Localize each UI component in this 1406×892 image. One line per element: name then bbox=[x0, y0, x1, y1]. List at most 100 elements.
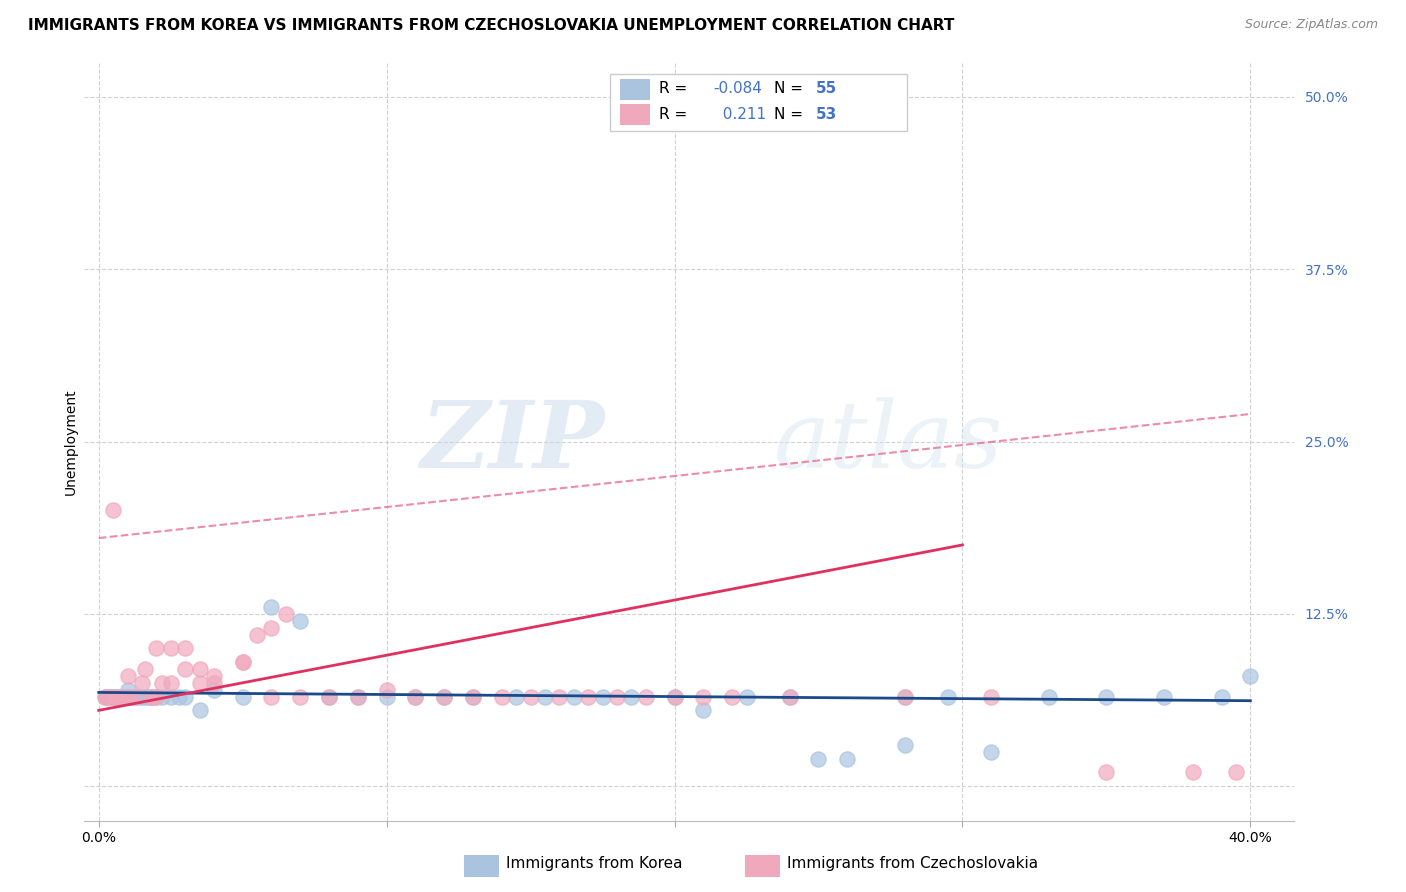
Point bbox=[1181, 765, 1204, 780]
Point bbox=[117, 682, 139, 697]
Point bbox=[93, 690, 115, 704]
Text: IMMIGRANTS FROM KOREA VS IMMIGRANTS FROM CZECHOSLOVAKIA UNEMPLOYMENT CORRELATION: IMMIGRANTS FROM KOREA VS IMMIGRANTS FROM… bbox=[28, 18, 955, 33]
Text: R =: R = bbox=[659, 107, 692, 122]
Point bbox=[125, 690, 148, 704]
Point bbox=[96, 690, 118, 704]
Text: N =: N = bbox=[773, 81, 807, 96]
Point bbox=[150, 675, 173, 690]
Point bbox=[232, 655, 254, 669]
Point bbox=[404, 690, 426, 704]
Point bbox=[139, 690, 162, 704]
Point bbox=[131, 690, 153, 704]
Point bbox=[188, 703, 211, 717]
Point bbox=[108, 690, 131, 704]
Point bbox=[111, 690, 134, 704]
Point bbox=[134, 662, 156, 676]
Point bbox=[620, 690, 643, 704]
Point bbox=[274, 607, 297, 621]
Point bbox=[260, 621, 283, 635]
FancyBboxPatch shape bbox=[620, 104, 650, 126]
Point bbox=[98, 690, 121, 704]
Point bbox=[692, 690, 714, 704]
Point bbox=[159, 690, 181, 704]
Point bbox=[114, 690, 136, 704]
Text: Source: ZipAtlas.com: Source: ZipAtlas.com bbox=[1244, 18, 1378, 31]
Point bbox=[592, 690, 614, 704]
FancyBboxPatch shape bbox=[610, 74, 907, 130]
FancyBboxPatch shape bbox=[745, 855, 780, 877]
Point bbox=[260, 599, 283, 614]
Point bbox=[246, 627, 269, 641]
Point bbox=[461, 690, 484, 704]
Point bbox=[202, 669, 225, 683]
Point bbox=[1095, 765, 1118, 780]
Text: Immigrants from Czechoslovakia: Immigrants from Czechoslovakia bbox=[787, 856, 1039, 871]
Point bbox=[101, 690, 124, 704]
Point bbox=[117, 690, 139, 704]
Point bbox=[664, 690, 686, 704]
Text: 0.211: 0.211 bbox=[713, 107, 766, 122]
Point bbox=[122, 690, 145, 704]
Point bbox=[1095, 690, 1118, 704]
Point bbox=[433, 690, 456, 704]
Point bbox=[1225, 765, 1247, 780]
Point bbox=[98, 690, 121, 704]
Point bbox=[375, 690, 398, 704]
FancyBboxPatch shape bbox=[464, 855, 499, 877]
Point bbox=[807, 751, 830, 765]
Point bbox=[519, 690, 541, 704]
Point bbox=[936, 690, 959, 704]
Point bbox=[122, 690, 145, 704]
Point bbox=[735, 690, 758, 704]
Point bbox=[664, 690, 686, 704]
Point bbox=[1211, 690, 1233, 704]
Point bbox=[505, 690, 527, 704]
Point bbox=[174, 662, 197, 676]
Text: 53: 53 bbox=[815, 107, 837, 122]
Point bbox=[202, 675, 225, 690]
Point bbox=[174, 641, 197, 656]
Point bbox=[111, 690, 134, 704]
Text: N =: N = bbox=[773, 107, 807, 122]
Y-axis label: Unemployment: Unemployment bbox=[63, 388, 77, 495]
Point bbox=[779, 690, 801, 704]
Text: 55: 55 bbox=[815, 81, 837, 96]
Point bbox=[128, 690, 150, 704]
Point bbox=[491, 690, 513, 704]
Point bbox=[318, 690, 340, 704]
Point bbox=[1239, 669, 1261, 683]
Point bbox=[290, 614, 312, 628]
Text: -0.084: -0.084 bbox=[713, 81, 762, 96]
Point bbox=[260, 690, 283, 704]
Point bbox=[980, 745, 1002, 759]
Point bbox=[779, 690, 801, 704]
Point bbox=[139, 690, 162, 704]
Point bbox=[461, 690, 484, 704]
Point bbox=[534, 690, 557, 704]
Point bbox=[145, 641, 167, 656]
Point bbox=[136, 690, 159, 704]
Point bbox=[375, 682, 398, 697]
Text: atlas: atlas bbox=[773, 397, 1002, 486]
Point bbox=[562, 690, 585, 704]
Point bbox=[202, 682, 225, 697]
Point bbox=[894, 738, 917, 752]
Text: ZIP: ZIP bbox=[420, 397, 605, 486]
Point bbox=[108, 690, 131, 704]
Point bbox=[548, 690, 571, 704]
Point bbox=[318, 690, 340, 704]
Point bbox=[347, 690, 370, 704]
Point bbox=[145, 690, 167, 704]
Point bbox=[101, 503, 124, 517]
Point bbox=[134, 690, 156, 704]
Point bbox=[692, 703, 714, 717]
Point bbox=[188, 675, 211, 690]
Point bbox=[433, 690, 456, 704]
Point bbox=[120, 690, 142, 704]
Point bbox=[101, 690, 124, 704]
Point bbox=[117, 669, 139, 683]
Text: R =: R = bbox=[659, 81, 692, 96]
Point bbox=[837, 751, 859, 765]
Point bbox=[145, 690, 167, 704]
Point bbox=[404, 690, 426, 704]
